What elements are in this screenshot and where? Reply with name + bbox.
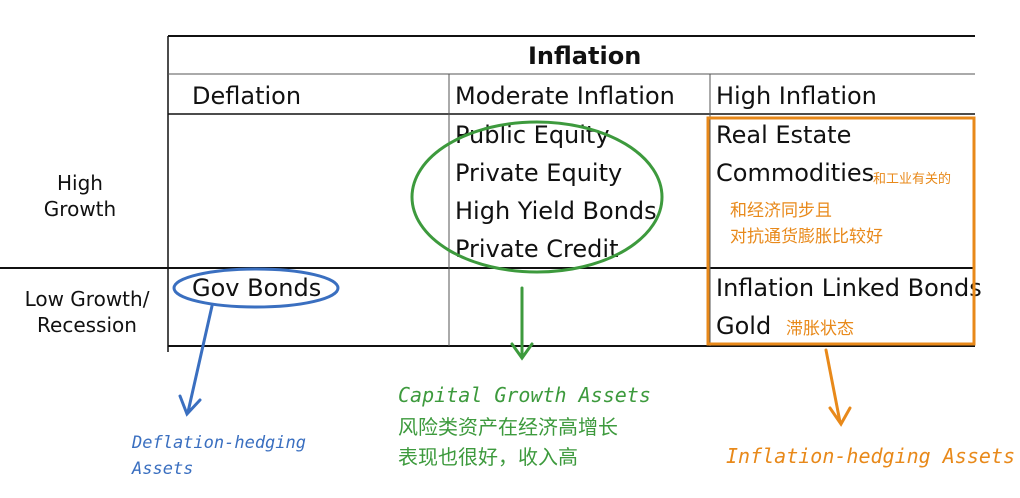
- inflation-hedging-title: Inflation-hedging Assets: [726, 444, 1015, 468]
- capital-growth-ellipse: [410, 120, 664, 274]
- row-label-low-growth-line2: Recession: [37, 313, 137, 337]
- row-label-low-growth-line1: Low Growth/: [24, 287, 150, 311]
- asset-private-credit: Private Credit: [455, 235, 619, 263]
- asset-real-estate: Real Estate: [716, 121, 852, 149]
- asset-gold: Gold: [716, 312, 772, 340]
- capital-growth-cn-line2: 表现也很好，收入高: [398, 445, 578, 469]
- row-label-high-growth-line2: Growth: [43, 197, 117, 221]
- capital-growth-arrow: [510, 286, 534, 361]
- column-deflation: Deflation: [192, 82, 302, 110]
- commodities-note: 和工业有关的: [873, 172, 952, 187]
- asset-public-equity: Public Equity: [455, 121, 610, 149]
- asset-high-yield-bonds: High Yield Bonds: [455, 197, 657, 225]
- capital-growth-cn-line1: 风险类资产在经济高增长: [398, 415, 618, 439]
- column-high-inflation: High Inflation: [716, 82, 877, 110]
- deflation-hedging-title-line1: Deflation-hedging: [132, 433, 306, 453]
- row-label-high-growth-line1: High: [57, 171, 103, 195]
- asset-commodities: Commodities: [716, 159, 875, 187]
- asset-private-equity: Private Equity: [455, 159, 623, 187]
- deflation-hedging-arrow: [178, 304, 214, 417]
- high-growth-note: 和经济同步且 对抗通货膨胀比较好: [730, 198, 883, 250]
- row-label-low-growth: Low Growth/ Recession: [12, 286, 162, 338]
- inflation-header: Inflation: [528, 42, 642, 70]
- row-label-high-growth: High Growth: [30, 170, 130, 222]
- asset-gov-bonds: Gov Bonds: [192, 274, 322, 302]
- deflation-hedging-title-line2: Assets: [132, 459, 194, 479]
- cell-moderate-high-growth: Public Equity Private Equity High Yield …: [455, 116, 657, 268]
- gold-note: 滞胀状态: [786, 319, 854, 339]
- capital-growth-title: Capital Growth Assets: [398, 383, 651, 407]
- capital-growth-cn: 风险类资产在经济高增长 表现也很好，收入高: [398, 412, 618, 472]
- inflation-hedging-arrow: [824, 348, 852, 427]
- column-moderate-inflation: Moderate Inflation: [455, 82, 675, 110]
- high-growth-note-line2: 对抗通货膨胀比较好: [730, 227, 883, 247]
- inflation-hedging-box: [706, 116, 976, 346]
- asset-inflation-linked-bonds: Inflation Linked Bonds: [716, 274, 982, 302]
- high-growth-note-line1: 和经济同步且: [730, 201, 832, 221]
- gov-bonds-ellipse: [172, 267, 340, 309]
- deflation-hedging-title: Deflation-hedging Assets: [132, 430, 306, 482]
